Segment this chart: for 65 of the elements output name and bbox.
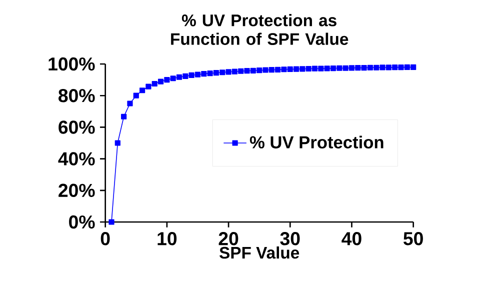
point	[275, 66, 281, 72]
point	[404, 64, 410, 70]
point	[380, 64, 386, 70]
point	[318, 66, 324, 72]
x-tick-label: 10	[158, 232, 177, 246]
point	[213, 70, 220, 76]
y-tick-label: 20%	[58, 184, 95, 198]
legend-label: % UV Protection	[250, 136, 384, 148]
x-tick-label: 40	[342, 232, 362, 246]
point	[392, 64, 398, 70]
point	[306, 66, 312, 72]
point	[146, 84, 152, 90]
point	[207, 70, 213, 76]
point	[182, 73, 188, 79]
y-tick-label: 60%	[58, 120, 95, 134]
point	[386, 64, 392, 70]
point	[220, 70, 226, 76]
point	[164, 77, 170, 83]
point	[201, 71, 207, 77]
point	[324, 66, 330, 72]
y-tick-label: 0%	[69, 215, 95, 229]
point	[232, 68, 238, 74]
point	[158, 78, 164, 84]
point	[238, 68, 244, 74]
point	[348, 65, 355, 71]
point	[176, 74, 182, 80]
point	[262, 67, 268, 73]
point	[152, 80, 158, 87]
point	[244, 68, 250, 74]
point	[355, 64, 361, 71]
point	[410, 64, 416, 70]
chart-title: % UV Protection as Function of SPF Value	[171, 14, 348, 45]
point	[398, 64, 404, 70]
point	[287, 66, 293, 72]
point	[336, 65, 342, 71]
point	[194, 72, 201, 78]
point	[133, 92, 139, 98]
point	[312, 66, 318, 72]
point	[188, 72, 194, 78]
point	[170, 76, 176, 82]
point	[114, 140, 120, 146]
y-tick-label: 100%	[48, 57, 95, 71]
point	[374, 64, 380, 70]
x-tick-label: 30	[280, 232, 300, 246]
y-tick-label: 40%	[58, 152, 95, 166]
point	[139, 88, 146, 94]
point	[367, 64, 374, 70]
y-tick-label: 80%	[58, 88, 95, 102]
point	[121, 114, 127, 120]
point	[293, 66, 300, 72]
point	[300, 66, 306, 72]
point	[226, 69, 232, 75]
point	[108, 219, 114, 225]
point	[250, 68, 256, 74]
point	[361, 64, 367, 71]
x-tick-label: 0	[100, 232, 110, 246]
x-tick-label: 20	[218, 232, 238, 246]
point	[330, 65, 336, 72]
point	[268, 67, 274, 73]
point	[342, 65, 348, 71]
x-axis-title: SPF Value	[220, 246, 300, 259]
point	[281, 66, 287, 72]
point	[127, 100, 133, 106]
x-tick-label: 50	[404, 232, 423, 246]
point	[256, 68, 262, 74]
